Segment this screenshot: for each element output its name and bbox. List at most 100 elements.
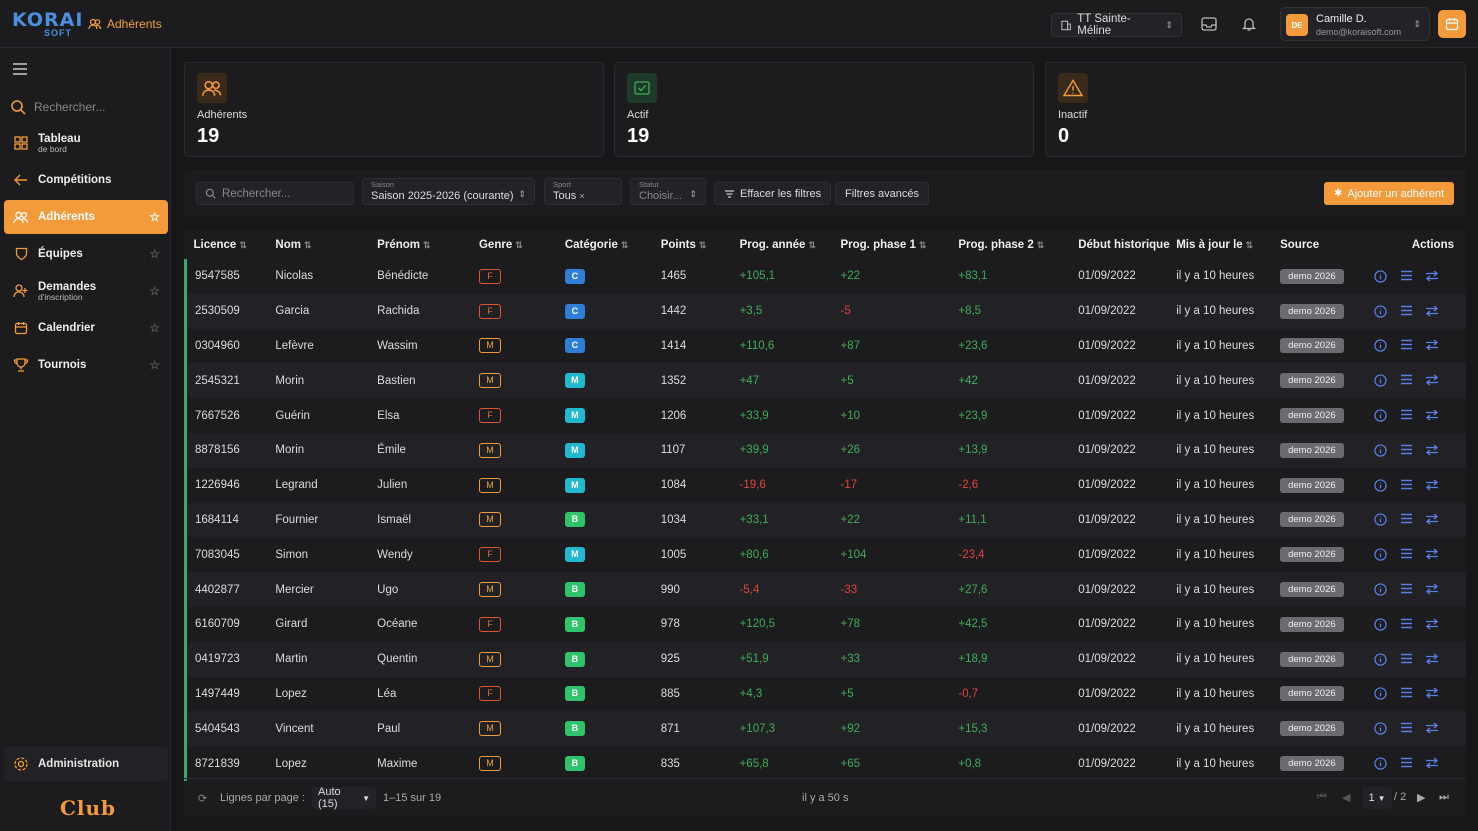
next-page-icon[interactable]: ▶	[1417, 792, 1426, 804]
list-icon[interactable]	[1398, 305, 1414, 318]
transfer-icon[interactable]	[1424, 548, 1440, 561]
last-page-icon[interactable]: ⏭	[1439, 791, 1449, 803]
star-icon[interactable]: ☆	[149, 284, 160, 298]
add-adherent-button[interactable]: ✱ Ajouter un adhérent	[1324, 182, 1454, 205]
table-row[interactable]: 1226946 Legrand Julien M M 1084 -19,6 -17 -2,6 01…	[184, 467, 1467, 503]
column-header[interactable]: Points ⇅	[660, 238, 707, 251]
list-icon[interactable]	[1398, 548, 1414, 561]
info-icon[interactable]	[1372, 652, 1388, 666]
user-menu[interactable]: DE Camille D. demo@koraisoft.com ⇕	[1280, 7, 1430, 41]
list-icon[interactable]	[1398, 479, 1414, 492]
column-header[interactable]: Prog. phase 1 ⇅	[840, 238, 927, 251]
list-icon[interactable]	[1398, 444, 1414, 457]
transfer-icon[interactable]	[1424, 513, 1440, 526]
list-icon[interactable]	[1398, 339, 1414, 352]
info-icon[interactable]	[1372, 374, 1388, 387]
info-icon[interactable]	[1372, 339, 1388, 353]
search-input[interactable]: Rechercher...	[196, 182, 354, 205]
transfer-icon[interactable]	[1424, 409, 1440, 422]
info-icon[interactable]	[1372, 687, 1388, 701]
sidebar-item-tournois[interactable]: Tournois ☆	[4, 348, 168, 382]
transfer-icon[interactable]	[1424, 339, 1440, 352]
column-header[interactable]: Licence ⇅	[193, 238, 247, 251]
transfer-icon[interactable]	[1424, 583, 1440, 596]
info-icon[interactable]	[1372, 583, 1388, 596]
column-header[interactable]: Prog. phase 2 ⇅	[958, 238, 1045, 251]
list-icon[interactable]	[1398, 757, 1414, 770]
column-header[interactable]: Catégorie ⇅	[564, 238, 629, 251]
menu-icon[interactable]	[12, 62, 28, 79]
column-header[interactable]: Prog. année ⇅	[739, 238, 816, 251]
column-header[interactable]: Mis à jour le ⇅	[1176, 238, 1254, 251]
first-page-icon[interactable]: ⏮	[1317, 791, 1327, 803]
info-icon[interactable]	[1372, 722, 1388, 735]
transfer-icon[interactable]	[1424, 757, 1440, 770]
info-icon[interactable]	[1372, 618, 1388, 631]
list-icon[interactable]	[1398, 583, 1414, 596]
table-row[interactable]: 8721839 Lopez Maxime M B 835 +65,8 +65 +0,8 01/09…	[184, 746, 1467, 781]
transfer-icon[interactable]	[1424, 270, 1440, 283]
info-icon[interactable]	[1372, 270, 1388, 283]
list-icon[interactable]	[1398, 270, 1414, 283]
list-icon[interactable]	[1398, 374, 1414, 387]
transfer-icon[interactable]	[1424, 722, 1440, 735]
table-row[interactable]: 2530509 Garcia Rachida F C 1442 +3,5 -5 +8,5 01/0…	[184, 293, 1466, 329]
table-row[interactable]: 4402877 Mercier Ugo M B 990 -5,4 -33 +27,6 01/09/…	[184, 572, 1466, 607]
star-icon[interactable]: ☆	[149, 358, 160, 372]
transfer-icon[interactable]	[1424, 687, 1440, 700]
sidebar-item-competitions[interactable]: Compétitions	[4, 163, 168, 197]
table-row[interactable]: 5404543 Vincent Paul M B 871 +107,3 +92 +15,3 01/…	[184, 711, 1466, 747]
table-row[interactable]: 8878156 Morin Émile M M 1107 +39,9 +26 +13,9 01/0…	[184, 432, 1466, 468]
prev-page-icon[interactable]: ◀	[1342, 792, 1351, 804]
info-icon[interactable]	[1372, 409, 1388, 422]
column-header[interactable]: Nom ⇅	[275, 238, 312, 251]
info-icon[interactable]	[1372, 478, 1388, 492]
table-row[interactable]: 0419723 Martin Quentin M B 925 +51,9 +33 +18,9 01…	[184, 641, 1466, 677]
table-row[interactable]: 1497449 Lopez Léa F B 885 +4,3 +5 -0,7 01/09/2022…	[184, 676, 1467, 712]
clear-filters-button[interactable]: Effacer les filtres	[714, 182, 832, 205]
sidebar-item-adherents[interactable]: Adhérents ☆	[4, 200, 168, 234]
info-icon[interactable]	[1372, 548, 1388, 561]
transfer-icon[interactable]	[1424, 618, 1440, 631]
star-icon[interactable]: ☆	[149, 247, 160, 261]
info-icon[interactable]	[1372, 305, 1388, 318]
sidebar-item-calendrier[interactable]: Calendrier ☆	[4, 311, 168, 345]
info-icon[interactable]	[1372, 444, 1388, 457]
transfer-icon[interactable]	[1424, 479, 1440, 492]
info-icon[interactable]	[1372, 757, 1388, 770]
list-icon[interactable]	[1398, 722, 1414, 735]
transfer-icon[interactable]	[1424, 305, 1440, 318]
transfer-icon[interactable]	[1424, 653, 1440, 666]
list-icon[interactable]	[1398, 687, 1414, 700]
sidebar-item-demandes[interactable]: Demandes d'inscription ☆	[4, 274, 168, 308]
table-row[interactable]: 7667526 Guérin Elsa F M 1206 +33,9 +10 +23,9 01/0…	[184, 398, 1467, 433]
star-icon[interactable]: ☆	[149, 321, 160, 335]
calendar-quick-button[interactable]	[1438, 10, 1466, 38]
list-icon[interactable]	[1398, 513, 1414, 526]
table-row[interactable]: 1684114 Fournier Ismaël M B 1034 +33,1 +22 +11,1…	[184, 502, 1466, 538]
close-icon[interactable]: ×	[579, 191, 585, 201]
refresh-icon[interactable]: ⟳	[198, 793, 208, 805]
bell-icon[interactable]	[1239, 14, 1259, 34]
breadcrumb[interactable]: Adhérents	[88, 17, 162, 31]
list-icon[interactable]	[1398, 653, 1414, 666]
sidebar-item-administration[interactable]: Administration	[4, 747, 168, 781]
app-logo[interactable]: KORAI SOFT	[12, 9, 84, 38]
list-icon[interactable]	[1398, 618, 1414, 631]
transfer-icon[interactable]	[1424, 374, 1440, 387]
sidebar-item-dashboard[interactable]: Tableau de bord	[4, 126, 168, 160]
rows-per-page-select[interactable]: Auto (15) ▼	[312, 786, 376, 810]
advanced-filters-button[interactable]: Filtres avancés	[835, 182, 929, 205]
page-select[interactable]: 1 ▼	[1362, 787, 1392, 809]
star-icon[interactable]: ☆	[149, 210, 160, 224]
inbox-icon[interactable]	[1199, 14, 1219, 34]
status-select[interactable]: Statut Choisir... ⇕	[630, 178, 706, 205]
column-header[interactable]: Genre ⇅	[478, 238, 523, 251]
column-header[interactable]: Prénom ⇅	[377, 238, 431, 251]
table-row[interactable]: 9547585 Nicolas Bénédicte F C 1465 +105,1 +22 +8…	[184, 259, 1467, 294]
list-icon[interactable]	[1398, 409, 1414, 422]
table-row[interactable]: 0304960 Lefèvre Wassim M C 1414 +110,6 +87 +23,6…	[184, 328, 1467, 364]
table-row[interactable]: 2545321 Morin Bastien M M 1352 +47 +5 +42 01/09/2…	[184, 363, 1466, 399]
info-icon[interactable]	[1372, 513, 1388, 527]
sidebar-search[interactable]: Rechercher...	[10, 96, 160, 118]
